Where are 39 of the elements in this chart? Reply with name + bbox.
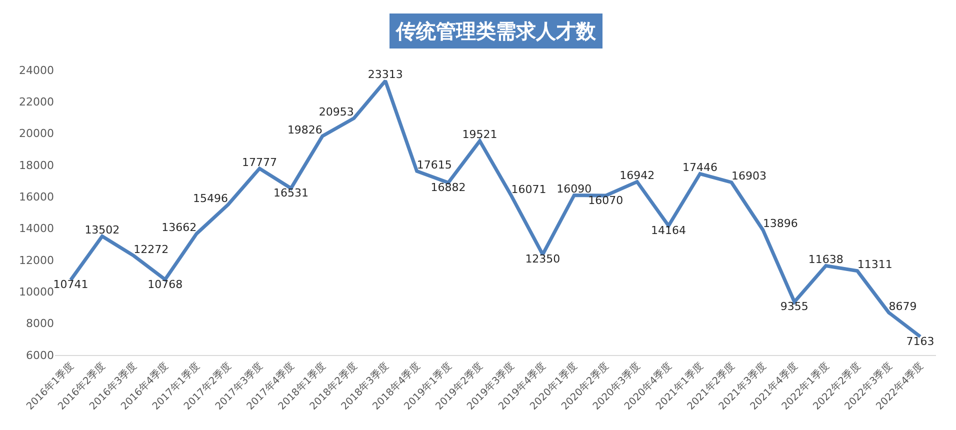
data-label: 13896 bbox=[762, 217, 798, 230]
y-tick-label: 12000 bbox=[19, 254, 54, 267]
data-label: 19826 bbox=[287, 123, 322, 136]
y-tick-label: 22000 bbox=[19, 96, 54, 109]
data-label: 11638 bbox=[808, 252, 844, 266]
data-label: 16071 bbox=[511, 182, 546, 196]
data-label: 14164 bbox=[651, 224, 686, 237]
data-label: 16090 bbox=[556, 182, 592, 196]
y-tick-label: 24000 bbox=[19, 64, 54, 77]
data-label: 23313 bbox=[368, 68, 403, 82]
data-label: 13502 bbox=[84, 223, 120, 236]
data-label: 12272 bbox=[134, 242, 169, 256]
y-tick-label: 20000 bbox=[19, 127, 54, 140]
data-label: 17446 bbox=[682, 161, 718, 174]
data-label: 11311 bbox=[857, 258, 892, 272]
y-tick-label: 14000 bbox=[19, 222, 54, 236]
y-tick-label: 18000 bbox=[19, 158, 54, 172]
data-label: 16531 bbox=[273, 186, 308, 200]
data-label: 20953 bbox=[318, 105, 354, 118]
data-label: 15496 bbox=[193, 192, 228, 205]
y-tick-label: 8000 bbox=[26, 317, 54, 330]
chart-title: 传统管理类需求人才数 bbox=[395, 19, 597, 43]
data-label: 17615 bbox=[416, 158, 452, 172]
data-label: 12350 bbox=[525, 252, 560, 266]
y-tick-label: 6000 bbox=[26, 348, 54, 362]
data-label: 7163 bbox=[906, 334, 934, 348]
y-tick-label: 10000 bbox=[19, 286, 54, 299]
data-label: 10768 bbox=[148, 278, 183, 291]
data-label: 16882 bbox=[430, 180, 466, 194]
data-label: 10741 bbox=[53, 278, 88, 292]
data-label: 16903 bbox=[731, 170, 766, 183]
data-label: 13662 bbox=[162, 220, 197, 234]
data-label: 16942 bbox=[620, 169, 655, 182]
y-tick-label: 16000 bbox=[19, 190, 54, 204]
data-label: 19521 bbox=[462, 128, 498, 142]
data-label: 9355 bbox=[780, 300, 808, 314]
data-label: 16070 bbox=[588, 194, 624, 207]
data-label: 8679 bbox=[888, 300, 917, 313]
data-label: 17777 bbox=[242, 156, 278, 169]
